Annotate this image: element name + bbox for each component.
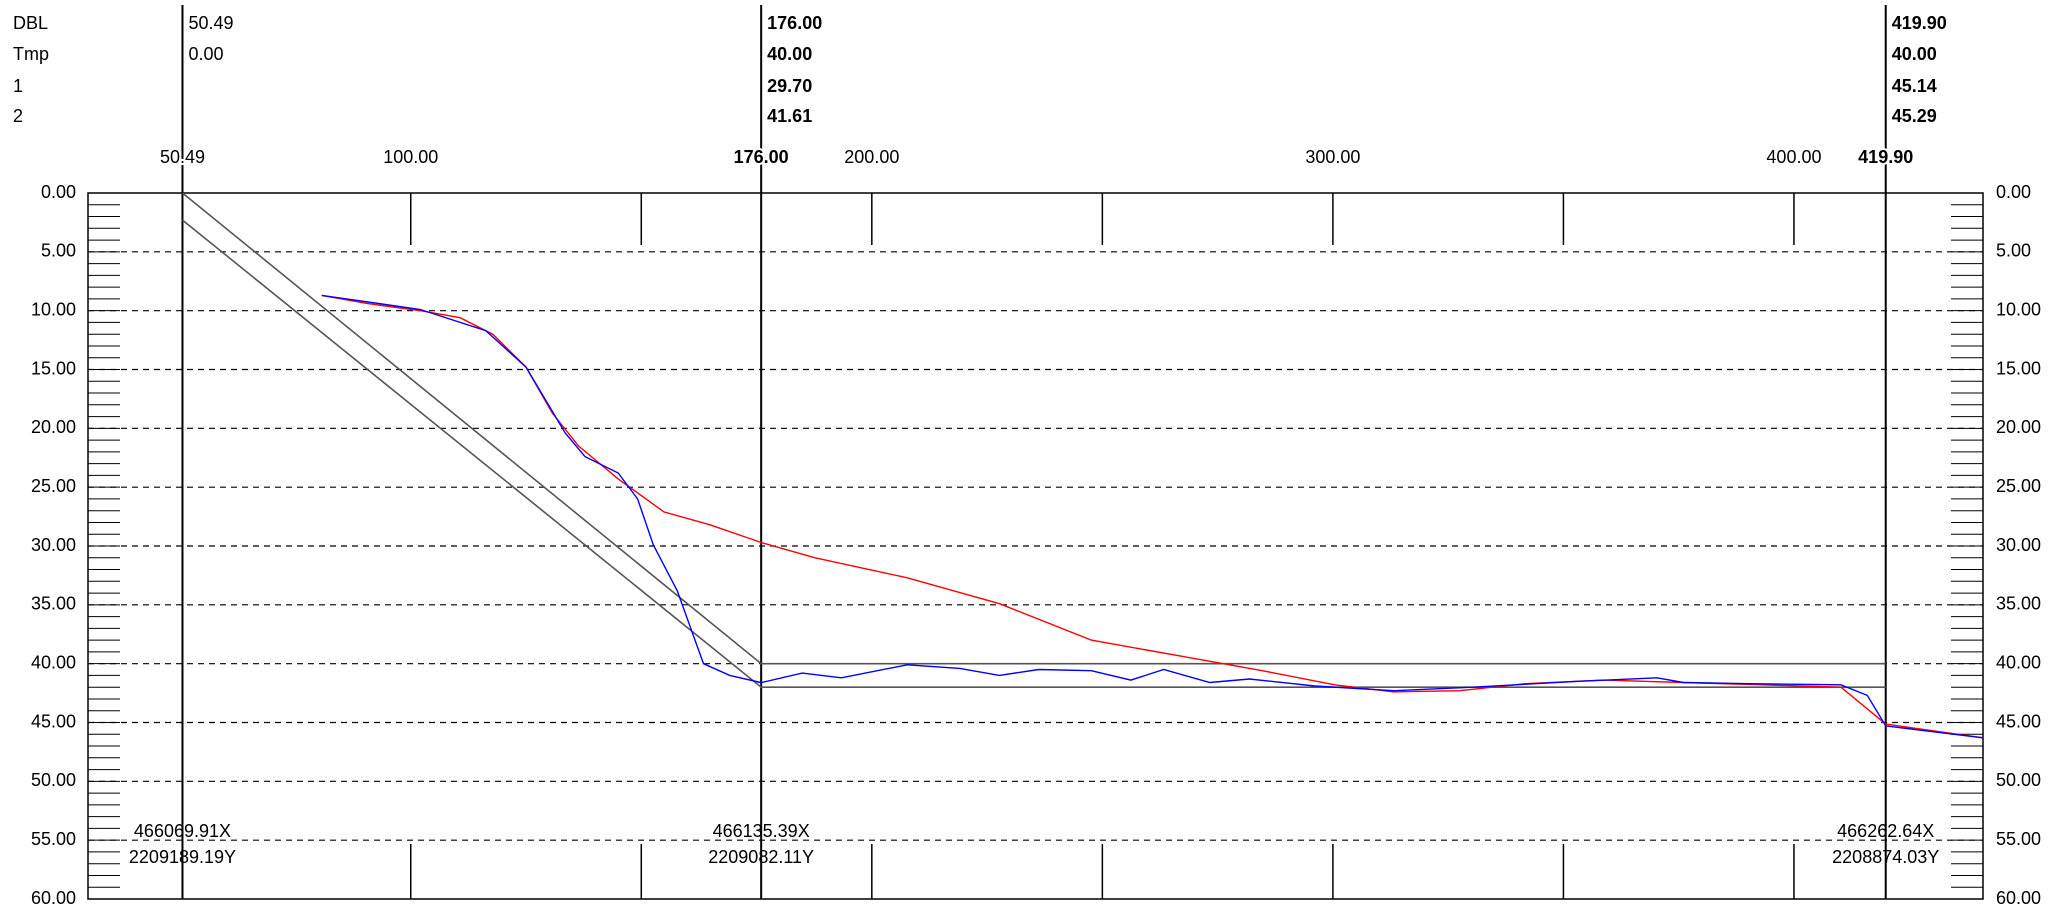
y-tick-label-right: 45.00 (1996, 711, 2041, 731)
x-tick-label: 400.00 (1766, 147, 1821, 167)
y-tick-label-right: 60.00 (1996, 888, 2041, 908)
y-tick-label: 20.00 (31, 417, 76, 437)
y-tick-label: 5.00 (41, 241, 76, 261)
y-tick-label-right: 25.00 (1996, 476, 2041, 496)
legend-label: 1 (13, 76, 23, 96)
series-line (321, 294, 1984, 739)
coordinate-label: 466135.39X (713, 821, 810, 841)
y-tick-label-right: 50.00 (1996, 770, 2041, 790)
readout-value: 0.00 (188, 44, 223, 64)
readout-value: 45.29 (1892, 106, 1937, 126)
y-tick-label: 10.00 (31, 299, 76, 319)
legend-label: 2 (13, 106, 23, 126)
coordinate-label: 2209082.11Y (708, 847, 814, 867)
readout-value: 419.90 (1892, 13, 1947, 33)
series-line (181, 192, 1886, 665)
y-tick-label-right: 15.00 (1996, 358, 2041, 378)
y-tick-label-right: 55.00 (1996, 829, 2041, 849)
readout-value: 50.49 (188, 13, 233, 33)
series-line (321, 294, 1984, 739)
coordinate-label: 466069.91X (134, 821, 231, 841)
coordinate-label: 2209189.19Y (129, 847, 236, 867)
readout-value: 45.14 (1892, 76, 1937, 96)
y-tick-label-right: 10.00 (1996, 299, 2041, 319)
y-tick-label-right: 20.00 (1996, 417, 2041, 437)
cursor-label: 176.00 (734, 147, 789, 167)
readout-value: 40.00 (1892, 44, 1937, 64)
coordinate-label: 466262.64X (1837, 821, 1934, 841)
y-tick-label: 35.00 (31, 594, 76, 614)
x-tick-label: 300.00 (1305, 147, 1360, 167)
y-tick-label-right: 30.00 (1996, 535, 2041, 555)
y-tick-label: 40.00 (31, 652, 76, 672)
readout-value: 29.70 (767, 76, 812, 96)
y-tick-label: 60.00 (31, 888, 76, 908)
coordinate-label: 2208874.03Y (1832, 847, 1939, 867)
y-tick-label: 50.00 (31, 770, 76, 790)
y-tick-label-right: 40.00 (1996, 652, 2041, 672)
series-line (181, 219, 1886, 688)
x-tick-label: 100.00 (383, 147, 438, 167)
x-tick-label: 200.00 (844, 147, 899, 167)
y-tick-label-right: 0.00 (1996, 182, 2031, 202)
y-tick-label-right: 5.00 (1996, 241, 2031, 261)
y-tick-label-right: 35.00 (1996, 594, 2041, 614)
y-tick-label: 0.00 (41, 182, 76, 202)
readout-value: 40.00 (767, 44, 812, 64)
legend-label: Tmp (13, 44, 49, 64)
y-tick-label: 30.00 (31, 535, 76, 555)
readout-value: 41.61 (767, 106, 812, 126)
cursor-label: 50.49 (160, 147, 205, 167)
y-tick-label: 45.00 (31, 711, 76, 731)
y-tick-label: 15.00 (31, 358, 76, 378)
cursor-label: 419.90 (1858, 147, 1913, 167)
legend-label: DBL (13, 13, 48, 33)
y-tick-label: 25.00 (31, 476, 76, 496)
readout-value: 176.00 (767, 13, 822, 33)
y-tick-label: 55.00 (31, 829, 76, 849)
